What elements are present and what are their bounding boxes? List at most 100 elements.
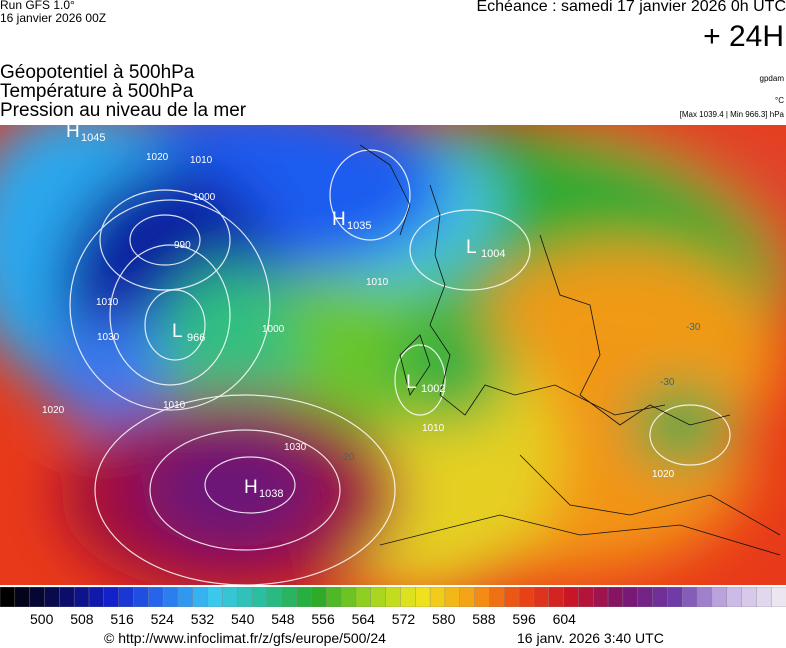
colorbar-swatch	[681, 587, 698, 607]
colorbar-swatch	[222, 587, 238, 607]
center-value: 1035	[347, 220, 371, 232]
run-date: 16 janvier 2026 00Z	[0, 11, 107, 25]
title: Température à 500hPa	[0, 81, 194, 102]
isobar-label: 1020	[42, 405, 65, 416]
colorbar-label: 500	[30, 611, 54, 627]
colorbar-label: 524	[150, 611, 174, 627]
colorbar-swatch	[696, 587, 713, 607]
colorbar-labels: 500 508 516 524 532 540 548 556 564 572 580 588 596 6…	[0, 611, 786, 629]
isotherm-label: -30	[660, 377, 675, 388]
colorbar-swatch	[563, 587, 580, 607]
colorbar-swatch	[711, 587, 728, 607]
colorbar-label: 532	[190, 611, 215, 627]
colorbar-swatch	[118, 587, 135, 607]
colorbar-label: 556	[311, 611, 335, 627]
colorbar-swatch	[29, 587, 46, 607]
colorbar-swatch	[340, 587, 357, 607]
title: Géopotentiel à 500hPa	[0, 62, 195, 83]
colorbar-label: 564	[351, 611, 375, 627]
colorbar-swatch	[400, 587, 416, 607]
colorbar-swatch	[281, 587, 298, 607]
colorbar-label: 508	[70, 611, 94, 627]
colorbar-swatch	[637, 587, 654, 607]
center-letter: L	[172, 321, 183, 342]
isobar-label: 1000	[262, 324, 285, 335]
timestamp: 16 janv. 2026 3:40 UTC	[517, 630, 664, 646]
colorbar-swatch	[370, 587, 387, 607]
isobar-label: 1010	[366, 277, 389, 288]
source-url: © http://www.infoclimat.fr/z/gfs/europe/…	[104, 630, 386, 646]
isobar-label: 990	[174, 240, 191, 251]
run: Run GFS 1.0°	[0, 0, 75, 12]
center-value: 1045	[81, 132, 105, 144]
colorbar-swatch	[756, 587, 772, 607]
colorbar-swatch	[177, 587, 194, 607]
colorbar-swatch	[504, 587, 520, 607]
colorbar-label: 540	[231, 611, 255, 627]
title: Pression au niveau de la mer	[0, 100, 247, 121]
colorbar-swatch	[326, 587, 342, 607]
colorbar	[0, 587, 786, 607]
colorbar-swatch	[415, 587, 431, 607]
colorbar-swatch	[548, 587, 565, 607]
colorbar-swatch	[489, 587, 505, 607]
unit: gpdam	[759, 74, 784, 83]
isobar-label: 1010	[190, 155, 213, 166]
colorbar-swatch	[474, 587, 491, 607]
isobar-label: 1010	[96, 297, 119, 308]
unit: [Max 1039.4 | Min 966.3] hPa	[679, 110, 784, 119]
colorbar-swatch	[148, 587, 164, 607]
colorbar-swatch	[518, 587, 535, 607]
colorbar-label: 604	[552, 611, 576, 627]
center-letter: H	[244, 477, 258, 498]
center-value: 1004	[481, 248, 505, 260]
colorbar-swatch	[237, 587, 253, 607]
isobar-label: 1010	[163, 400, 186, 411]
colorbar-swatch	[593, 587, 609, 607]
colorbar-swatch	[311, 587, 327, 607]
isobar-label: 1020	[146, 152, 169, 163]
colorbar-label: 580	[432, 611, 456, 627]
isotherm-label: -30	[686, 322, 701, 333]
isobar-label: 1030	[97, 332, 120, 343]
center-letter: H	[332, 209, 346, 230]
colorbar-swatch	[622, 587, 639, 607]
colorbar-swatch	[607, 587, 624, 607]
colorbar-swatch	[770, 587, 786, 607]
colorbar-swatch	[385, 587, 402, 607]
colorbar-swatch	[667, 587, 683, 607]
colorbar-swatch	[459, 587, 476, 607]
colorbar-label: 588	[472, 611, 496, 627]
colorbar-swatch	[162, 587, 179, 607]
colorbar-swatch	[355, 587, 372, 607]
colorbar-label: 572	[391, 611, 416, 627]
center-value: 966	[187, 332, 205, 344]
isotherm-label: -20	[340, 452, 355, 463]
isobar-label: 1020	[652, 469, 675, 480]
colorbar-label: 516	[110, 611, 134, 627]
isobar-label: 1030	[284, 442, 307, 453]
colorbar-swatch	[103, 587, 120, 607]
colorbar-swatch	[726, 587, 743, 607]
center-letter: L	[406, 372, 417, 393]
colorbar-swatch	[192, 587, 209, 607]
isobar-label: 1010	[422, 423, 445, 434]
colorbar-swatch	[533, 587, 550, 607]
colorbar-swatch	[73, 587, 90, 607]
colorbar-swatch	[429, 587, 446, 607]
colorbar-swatch	[207, 587, 224, 607]
unit: °C	[775, 96, 784, 105]
colorbar-swatch	[444, 587, 461, 607]
center-letter: H	[66, 125, 80, 142]
colorbar-swatch	[578, 587, 594, 607]
colorbar-swatch	[0, 587, 16, 607]
forecast: Echéance : samedi 17 janvier 2026 0h UTC	[476, 0, 786, 15]
colorbar-swatch	[44, 587, 61, 607]
center-value: 1038	[259, 488, 283, 500]
colorbar-swatch	[88, 587, 105, 607]
center-letter: L	[466, 237, 477, 258]
isobar-label: 1000	[193, 192, 216, 203]
colorbar-swatch	[251, 587, 268, 607]
